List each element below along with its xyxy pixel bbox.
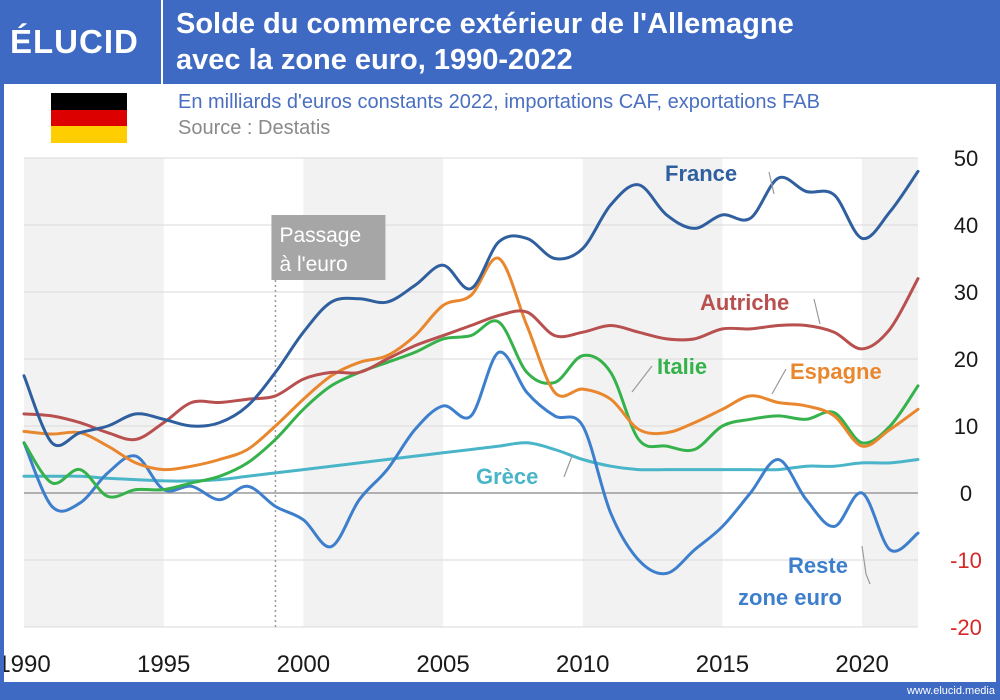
chart-panel: 50403020100-10-2019901995200020052010201… xyxy=(4,84,996,682)
series-label-grece: Grèce xyxy=(476,464,538,489)
x-tick-label: 1995 xyxy=(137,651,190,678)
y-tick-label: 0 xyxy=(960,481,972,506)
flag-stripe-gold xyxy=(51,126,127,143)
background-band-2020 xyxy=(862,158,918,627)
leader-line-reste xyxy=(861,545,871,585)
elucid-logo: ÉLUCID xyxy=(10,23,139,60)
header-bar: ÉLUCID Solde du commerce extérieur de l'… xyxy=(0,0,1000,84)
chart-title-line1: Solde du commerce extérieur de l'Allemag… xyxy=(176,8,794,40)
background-band-1990 xyxy=(24,158,164,627)
series-label-espagne: Espagne xyxy=(790,359,882,384)
euro-annotation-line2: à l'euro xyxy=(279,253,347,276)
leader-line-espagne xyxy=(771,368,787,395)
series-label-france: France xyxy=(665,161,737,186)
euro-annotation-box xyxy=(271,215,386,280)
y-tick-label: 40 xyxy=(954,213,978,238)
flag-stripe-black xyxy=(51,93,127,110)
leader-line-italie xyxy=(631,365,653,393)
x-tick-label: 2000 xyxy=(277,651,330,678)
chart-source: Source : Destatis xyxy=(178,117,331,139)
series-line-reste xyxy=(22,350,920,576)
series-label-autriche: Autriche xyxy=(700,290,789,315)
footer-website: www.elucid.media xyxy=(906,685,995,697)
y-tick-label: 20 xyxy=(954,347,978,372)
germany-flag-icon xyxy=(51,93,127,143)
euro-annotation-line1: Passage xyxy=(279,224,361,247)
x-tick-label: 2010 xyxy=(556,651,609,678)
y-tick-label: -20 xyxy=(950,615,982,640)
y-tick-label: 10 xyxy=(954,414,978,439)
series-line-espagne xyxy=(22,256,920,472)
chart-subtitle: En milliards d'euros constants 2022, imp… xyxy=(178,91,820,113)
flag-stripe-red xyxy=(51,109,127,127)
series-line-italie xyxy=(22,319,920,499)
x-tick-label: 2015 xyxy=(696,651,749,678)
y-tick-label: 50 xyxy=(954,146,978,171)
line-chart: 50403020100-10-2019901995200020052010201… xyxy=(4,146,982,678)
chart-title-line2: avec la zone euro, 1990-2022 xyxy=(176,44,573,76)
y-tick-label: -10 xyxy=(950,548,982,573)
leader-line-france xyxy=(768,171,775,195)
y-tick-label: 30 xyxy=(954,280,978,305)
series-label-reste-line2: zone euro xyxy=(738,585,842,610)
leader-line-autriche xyxy=(813,298,821,325)
x-tick-label: 1990 xyxy=(4,651,51,678)
chart-title: Solde du commerce extérieur de l'Allemag… xyxy=(176,6,976,78)
x-tick-label: 2005 xyxy=(416,651,469,678)
series-label-reste-line1: Reste xyxy=(788,553,848,578)
series-line-france xyxy=(22,169,920,448)
x-tick-label: 2020 xyxy=(835,651,888,678)
leader-line-grece xyxy=(563,455,573,478)
logo-separator xyxy=(161,0,163,84)
background-band-2010 xyxy=(582,158,723,627)
series-label-italie: Italie xyxy=(657,354,707,379)
series-line-grece xyxy=(22,441,920,483)
series-line-autriche xyxy=(22,277,920,442)
